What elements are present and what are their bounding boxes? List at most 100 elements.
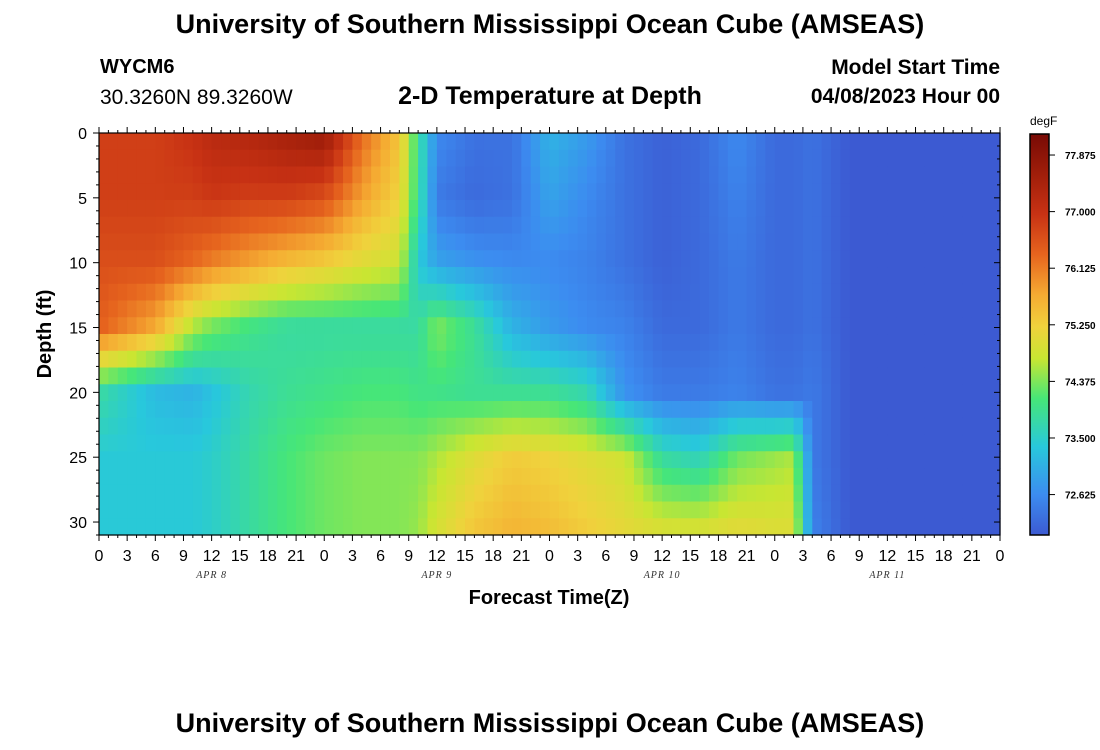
heatmap-cell — [258, 334, 269, 352]
heatmap-cell — [249, 216, 260, 235]
heatmap-cell — [605, 166, 616, 184]
heatmap-cell — [145, 200, 156, 218]
heatmap-cell — [793, 149, 804, 168]
heatmap-cell — [446, 417, 457, 436]
heatmap-cell — [990, 149, 1001, 168]
heatmap-cell — [643, 200, 654, 218]
heatmap-cell — [352, 401, 363, 419]
heatmap-cell — [915, 484, 926, 503]
heatmap-cell — [793, 451, 804, 469]
heatmap-cell — [709, 401, 720, 419]
x-tick-label: 6 — [151, 548, 160, 565]
heatmap-cell — [624, 283, 635, 302]
heatmap-cell — [887, 384, 898, 402]
heatmap-cell — [662, 317, 673, 335]
heatmap-cell — [108, 200, 119, 218]
heatmap-cell — [174, 451, 185, 469]
heatmap-cell — [802, 350, 813, 369]
heatmap-cell — [427, 233, 438, 251]
heatmap-cell — [615, 233, 626, 251]
heatmap-cell — [483, 501, 494, 519]
heatmap-cell — [605, 384, 616, 402]
heatmap-cell — [389, 401, 400, 419]
heatmap-cell — [352, 501, 363, 519]
heatmap-cell — [202, 216, 213, 235]
heatmap-cell — [483, 183, 494, 201]
heatmap-cell — [934, 501, 945, 519]
heatmap-cell — [718, 451, 729, 469]
heatmap-cell — [540, 133, 551, 151]
heatmap-cell — [314, 484, 325, 503]
heatmap-cell — [953, 133, 964, 151]
heatmap-cell — [587, 434, 598, 452]
heatmap-cell — [558, 200, 569, 218]
heatmap-cell — [455, 317, 466, 335]
heatmap-cell — [408, 468, 419, 486]
heatmap-cell — [690, 384, 701, 402]
heatmap-cell — [202, 183, 213, 201]
heatmap-cell — [568, 334, 579, 352]
heatmap-cell — [662, 200, 673, 218]
heatmap-cell — [465, 367, 476, 385]
heatmap-cell — [361, 468, 372, 486]
heatmap-cell — [727, 350, 738, 369]
heatmap-cell — [258, 250, 269, 268]
heatmap-cell — [455, 133, 466, 151]
heatmap-cell — [633, 501, 644, 519]
heatmap-cell — [540, 300, 551, 318]
heatmap-cell — [549, 518, 560, 536]
heatmap-cell — [436, 401, 447, 419]
heatmap-cell — [530, 367, 541, 385]
heatmap-cell — [821, 233, 832, 251]
heatmap-cell — [718, 434, 729, 452]
heatmap-cell — [652, 434, 663, 452]
heatmap-cell — [812, 468, 823, 486]
heatmap-cell — [211, 183, 222, 201]
heatmap-cell — [192, 401, 203, 419]
heatmap-cell — [718, 200, 729, 218]
heatmap-cell — [727, 166, 738, 184]
heatmap-cell — [211, 417, 222, 436]
heatmap-cell — [868, 434, 879, 452]
heatmap-cell — [343, 250, 354, 268]
heatmap-cell — [577, 334, 588, 352]
heatmap-cell — [230, 518, 241, 536]
heatmap-cell — [709, 317, 720, 335]
heatmap-cell — [286, 300, 297, 318]
y-tick-label: 5 — [78, 191, 87, 208]
heatmap-cell — [408, 149, 419, 168]
heatmap-cell — [202, 300, 213, 318]
heatmap-cell — [371, 250, 382, 268]
heatmap-cell — [389, 384, 400, 402]
heatmap-cell — [643, 149, 654, 168]
temperature-depth-chart: 0 3 6 9 12 15 18 21 0 3 6 9 12 15 18 21 0 3 6 9 12 15 18 21 0 3 6 9… — [34, 114, 1096, 609]
heatmap-cell — [924, 300, 935, 318]
heatmap-cell — [558, 317, 569, 335]
heatmap-cell — [971, 300, 982, 318]
heatmap-cell — [943, 434, 954, 452]
heatmap-cell — [211, 434, 222, 452]
heatmap-cell — [192, 451, 203, 469]
heatmap-cell — [540, 451, 551, 469]
heatmap-cell — [877, 518, 888, 536]
heatmap-cell — [258, 149, 269, 168]
heatmap-cell — [802, 451, 813, 469]
heatmap-cell — [296, 300, 307, 318]
heatmap-cell — [145, 300, 156, 318]
heatmap-cell — [587, 267, 598, 285]
heatmap-cell — [690, 451, 701, 469]
heatmap-cell — [812, 133, 823, 151]
heatmap-cell — [127, 384, 138, 402]
heatmap-cell — [962, 451, 973, 469]
heatmap-cell — [568, 250, 579, 268]
heatmap-cell — [145, 283, 156, 302]
heatmap-cell — [483, 468, 494, 486]
heatmap-cell — [924, 166, 935, 184]
heatmap-cell — [530, 216, 541, 235]
heatmap-cell — [859, 149, 870, 168]
heatmap-cell — [305, 200, 316, 218]
heatmap-cell — [774, 384, 785, 402]
heatmap-cell — [587, 250, 598, 268]
heatmap-cell — [483, 484, 494, 503]
heatmap-cell — [577, 250, 588, 268]
